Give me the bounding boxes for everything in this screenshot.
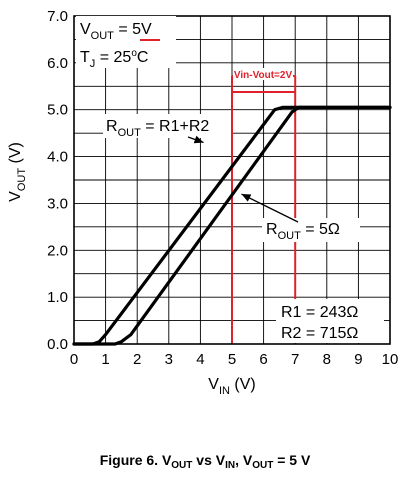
x-tick-label: 1 [101,351,109,368]
condition-vout: VOUT = 5V [80,21,152,42]
y-tick-label: 3.0 [47,195,68,212]
y-tick-labels: 0.0 1.0 2.0 3.0 4.0 5.0 6.0 7.0 [47,8,68,353]
y-tick-label: 1.0 [47,289,68,306]
x-tick-label: 9 [354,351,362,368]
y-tick-label: 0.0 [47,336,68,353]
y-tick-label: 5.0 [47,102,68,119]
rout-bottom-label: ROUT = 5Ω [266,221,340,242]
x-tick-label: 5 [228,351,236,368]
x-axis-title-unit: (V) [230,376,256,393]
resistor-r1: R1 = 243Ω [281,304,358,321]
resistor-box [276,299,384,343]
marker-label: Vin-Vout=2V [234,70,293,81]
y-axis-title-sub: OUT [16,168,28,192]
resistor-r2: R2 = 715Ω [281,325,358,342]
y-tick-label: 2.0 [47,242,68,259]
y-axis-title-unit: (V) [7,142,24,168]
rout-top-label: ROUT = R1+R2 [106,118,209,139]
x-tick-label: 2 [133,351,141,368]
x-tick-labels: 0 1 2 3 4 5 6 7 8 9 10 [70,351,399,368]
x-tick-label: 0 [70,351,78,368]
x-tick-label: 8 [323,351,331,368]
rout-bottom-arrow-head [241,194,252,202]
vout-vs-vin-chart: 0 1 2 3 4 5 6 7 8 9 10 0.01.02.03.04.05.06.07.0 VI… [7,8,399,397]
marker-label-bg [233,68,293,80]
plot-frame [73,15,391,345]
rout-top-label-bg [103,114,231,138]
y-tick-label: 7.0 [47,8,68,25]
x-tick-label: 3 [165,351,173,368]
x-tick-label: 10 [382,351,399,368]
condition-tj: TJ = 25oC [80,48,148,70]
rout-top-arrow-head [193,135,204,144]
y-tick-label: 6.0 [47,55,68,72]
annotation-group: ROUT = R1+R2 ROUT = 5Ω [103,114,360,242]
x-tick-label: 7 [291,351,299,368]
x-tick-label: 4 [196,351,204,368]
x-axis-title: VIN (V) [208,376,255,397]
figure-caption: Figure 6. VOUT vs VIN, VOUT = 5 V [99,452,311,471]
x-tick-label: 6 [259,351,267,368]
x-axis-title-sub: IN [219,385,230,397]
rout-bottom-arrow [241,193,299,223]
y-axis-title-main: V [7,191,24,202]
rout-bottom-label-bg [262,218,360,242]
x-axis-title-main: V [208,376,219,393]
y-tick-label: 4.0 [47,149,68,166]
y-axis-title: VOUT (V) [7,142,28,202]
conditions-box [76,16,176,68]
condition-vout-value: 5V [132,21,152,38]
